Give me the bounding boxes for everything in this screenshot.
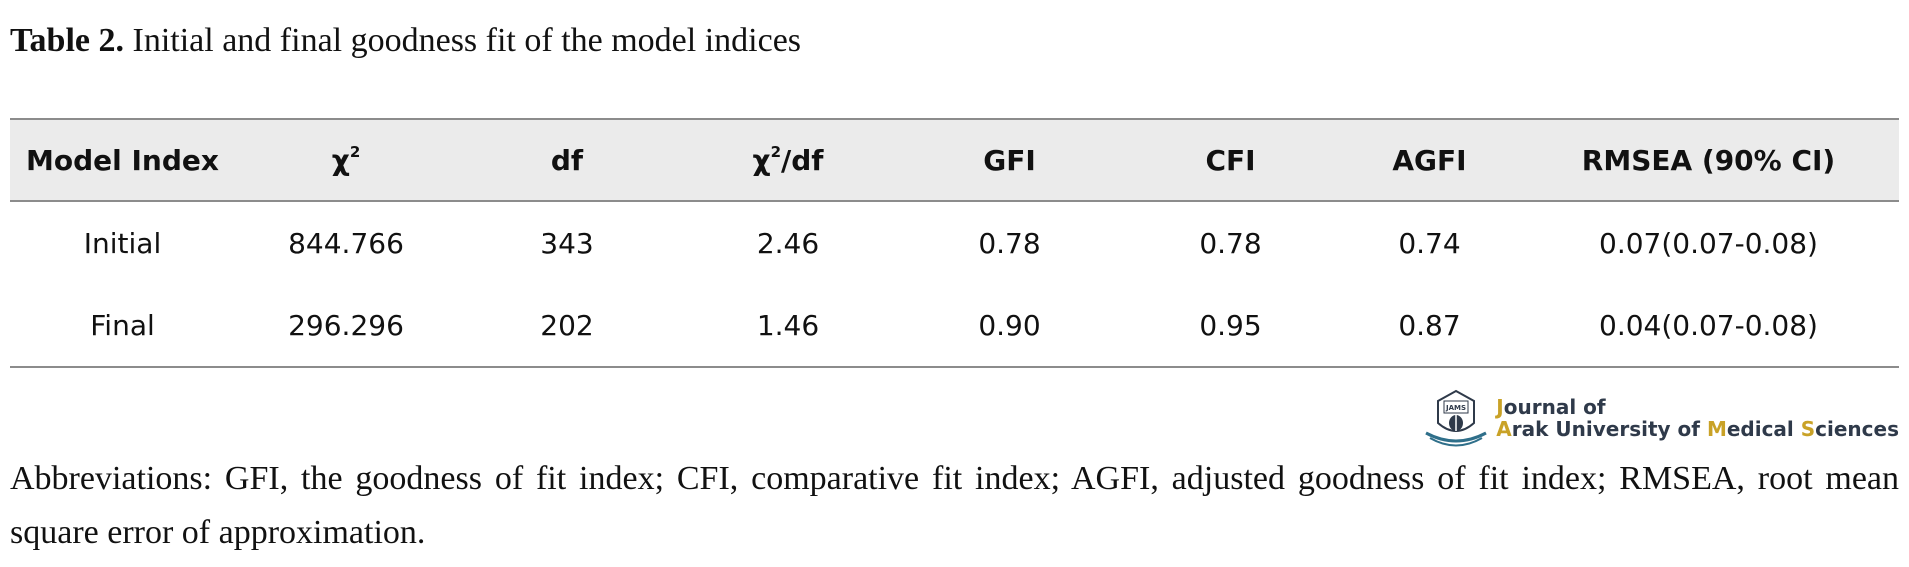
svg-text:JAMS: JAMS xyxy=(1445,404,1466,412)
table-cell: 343 xyxy=(540,226,594,260)
table-row: Initial 844.766 343 2.46 0.78 0.78 0.74 … xyxy=(10,201,1899,284)
table-cell: 0.74 xyxy=(1398,226,1461,260)
superscript: 2 xyxy=(770,143,782,161)
header-gfi: GFI xyxy=(983,143,1036,177)
table-cell: 0.90 xyxy=(978,308,1041,342)
table-cell: 844.766 xyxy=(288,226,404,260)
journal-name-line1: Journal of xyxy=(1496,395,1606,419)
table-row: Final 296.296 202 1.46 0.90 0.95 0.87 0.… xyxy=(10,284,1899,367)
header-chi-square: χ2 xyxy=(235,119,457,201)
per-df: /df xyxy=(781,144,824,177)
table-cell: 296.296 xyxy=(288,308,404,342)
table-cell: Final xyxy=(90,308,155,342)
chi-symbol: χ xyxy=(331,144,350,177)
header-df: df xyxy=(550,143,584,177)
header-chi-square-df: χ2/df xyxy=(677,119,899,201)
header-model-index: Model Index xyxy=(26,143,219,177)
table-cell: 0.78 xyxy=(1199,226,1262,260)
journal-emblem-icon: JAMS xyxy=(1425,389,1488,447)
header-cfi: CFI xyxy=(1205,143,1256,177)
journal-name: Journal of Arak University of Medical Sc… xyxy=(1496,396,1899,440)
journal-logo: JAMS Journal of Arak University of Medic… xyxy=(1422,389,1899,447)
superscript: 2 xyxy=(349,143,361,161)
table-cell: Initial xyxy=(83,226,162,260)
chi-symbol: χ xyxy=(752,144,771,177)
table-label: Table 2. xyxy=(10,22,125,59)
table-footnote: Abbreviations: GFI, the goodness of fit … xyxy=(10,460,1899,551)
table-cell: 0.78 xyxy=(978,226,1041,260)
table-cell: 1.46 xyxy=(756,308,820,342)
table-cell: 0.04(0.07-0.08) xyxy=(1599,308,1818,342)
table-cell: 0.87 xyxy=(1398,308,1461,342)
header-agfi: AGFI xyxy=(1392,143,1467,177)
table-title: Initial and final goodness fit of the mo… xyxy=(124,22,802,59)
table-cell: 0.07(0.07-0.08) xyxy=(1599,226,1818,260)
table-caption: Table 2. Initial and final goodness fit … xyxy=(10,22,801,60)
goodness-of-fit-table: Model Index χ2 df χ2/df GFI CFI AGFI RMS… xyxy=(10,118,1899,368)
header-rmsea: RMSEA (90% CI) xyxy=(1581,143,1836,177)
table-header-row: Model Index χ2 df χ2/df GFI CFI AGFI RMS… xyxy=(10,119,1899,201)
table-cell: 202 xyxy=(540,308,594,342)
journal-name-line2: Arak University of Medical Sciences xyxy=(1496,417,1899,441)
table-cell: 0.95 xyxy=(1199,308,1262,342)
table-cell: 2.46 xyxy=(756,226,820,260)
